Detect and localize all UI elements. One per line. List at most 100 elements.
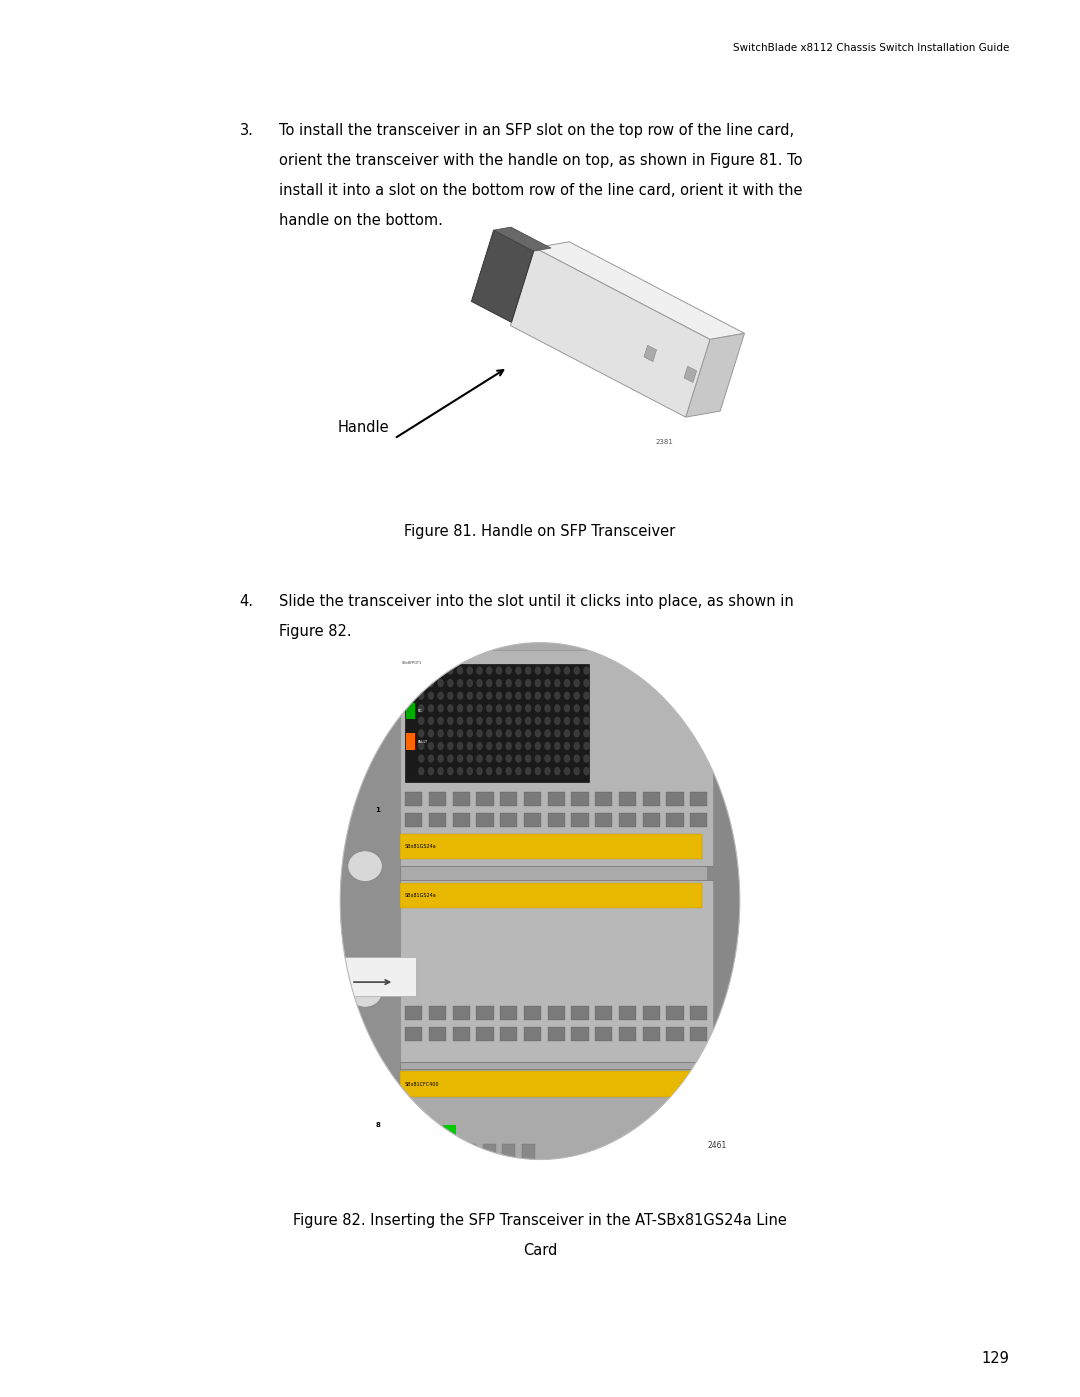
Circle shape <box>515 767 522 775</box>
Circle shape <box>515 729 522 738</box>
Bar <box>690 792 707 806</box>
Circle shape <box>544 704 551 712</box>
Circle shape <box>573 767 580 775</box>
Bar <box>405 1144 418 1169</box>
Bar <box>400 880 713 1062</box>
Circle shape <box>573 717 580 725</box>
Bar <box>548 792 565 806</box>
Circle shape <box>418 729 424 738</box>
Text: SBx8FPOT1: SBx8FPOT1 <box>402 661 422 665</box>
Bar <box>400 883 702 908</box>
Circle shape <box>496 754 502 763</box>
Bar <box>619 1006 636 1020</box>
Ellipse shape <box>348 977 382 1007</box>
Bar <box>619 1027 636 1041</box>
Circle shape <box>544 742 551 750</box>
Bar <box>429 813 446 827</box>
Circle shape <box>437 679 444 687</box>
Bar <box>548 813 565 827</box>
Circle shape <box>418 704 424 712</box>
Circle shape <box>535 729 541 738</box>
Text: orient the transceiver with the handle on top, as shown in Figure 81. To: orient the transceiver with the handle o… <box>279 152 802 168</box>
Circle shape <box>505 742 512 750</box>
Text: 2461: 2461 <box>707 1141 727 1150</box>
Bar <box>522 1144 535 1169</box>
Circle shape <box>486 704 492 712</box>
Circle shape <box>583 754 590 763</box>
Circle shape <box>573 742 580 750</box>
Circle shape <box>418 679 424 687</box>
Bar <box>429 792 446 806</box>
Text: 129: 129 <box>982 1351 1010 1366</box>
Circle shape <box>447 692 454 700</box>
Circle shape <box>554 767 561 775</box>
Circle shape <box>447 679 454 687</box>
Circle shape <box>447 666 454 675</box>
Circle shape <box>447 704 454 712</box>
Text: SBx81GS24a: SBx81GS24a <box>405 893 436 898</box>
Circle shape <box>428 754 434 763</box>
Bar <box>400 594 794 1180</box>
Circle shape <box>544 666 551 675</box>
Bar <box>405 792 422 806</box>
Circle shape <box>554 666 561 675</box>
Bar <box>571 813 589 827</box>
Bar <box>595 792 612 806</box>
Bar <box>690 1027 707 1041</box>
Text: Figure 82. Inserting the SFP Transceiver in the AT-SBx81GS24a Line: Figure 82. Inserting the SFP Transceiver… <box>293 1213 787 1228</box>
Polygon shape <box>686 334 744 418</box>
Text: FAULT: FAULT <box>418 740 428 743</box>
Circle shape <box>428 742 434 750</box>
Circle shape <box>505 717 512 725</box>
Bar <box>453 792 470 806</box>
Bar <box>690 813 707 827</box>
Circle shape <box>515 679 522 687</box>
Circle shape <box>467 742 473 750</box>
Circle shape <box>447 729 454 738</box>
Circle shape <box>437 704 444 712</box>
Bar <box>400 834 702 859</box>
Bar <box>524 1027 541 1041</box>
Circle shape <box>457 742 463 750</box>
Text: Figure 82.: Figure 82. <box>279 623 351 638</box>
Circle shape <box>505 729 512 738</box>
Circle shape <box>418 767 424 775</box>
Circle shape <box>564 666 570 675</box>
Circle shape <box>496 729 502 738</box>
Circle shape <box>525 666 531 675</box>
Polygon shape <box>494 228 551 251</box>
Circle shape <box>554 754 561 763</box>
Circle shape <box>486 729 492 738</box>
Circle shape <box>496 717 502 725</box>
Circle shape <box>476 729 483 738</box>
Circle shape <box>505 679 512 687</box>
Circle shape <box>515 754 522 763</box>
Circle shape <box>437 729 444 738</box>
Bar <box>319 957 416 996</box>
Circle shape <box>437 742 444 750</box>
Bar <box>571 1027 589 1041</box>
Bar <box>405 813 422 827</box>
Circle shape <box>544 729 551 738</box>
Bar <box>444 1144 457 1169</box>
Circle shape <box>525 754 531 763</box>
Bar <box>666 1006 684 1020</box>
Circle shape <box>476 692 483 700</box>
Circle shape <box>476 704 483 712</box>
Circle shape <box>544 679 551 687</box>
Circle shape <box>418 754 424 763</box>
Circle shape <box>505 754 512 763</box>
Circle shape <box>525 742 531 750</box>
Text: To install the transceiver in an SFP slot on the top row of the line card,: To install the transceiver in an SFP slo… <box>279 123 794 138</box>
Bar <box>571 792 589 806</box>
Circle shape <box>486 742 492 750</box>
Circle shape <box>564 692 570 700</box>
Bar <box>319 950 338 1003</box>
Bar <box>595 813 612 827</box>
Circle shape <box>476 754 483 763</box>
Bar <box>666 792 684 806</box>
Text: Figure 81. Handle on SFP Transceiver: Figure 81. Handle on SFP Transceiver <box>404 524 676 539</box>
Circle shape <box>554 717 561 725</box>
Circle shape <box>496 692 502 700</box>
Circle shape <box>564 679 570 687</box>
